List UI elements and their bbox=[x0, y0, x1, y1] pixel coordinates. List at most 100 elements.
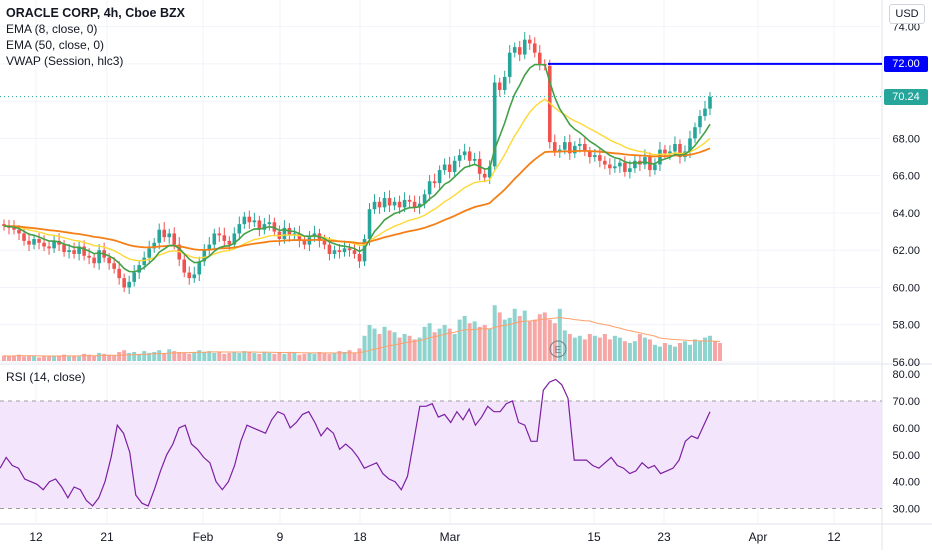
candle-body bbox=[452, 160, 457, 172]
time-tick-label: 18 bbox=[353, 530, 367, 544]
candle-body bbox=[407, 199, 412, 202]
rsi-band bbox=[0, 400, 882, 510]
candle-body bbox=[497, 82, 502, 90]
candle-body bbox=[432, 181, 437, 184]
volume-moving-average bbox=[3, 316, 721, 357]
candle-body bbox=[97, 250, 101, 264]
volume-bar bbox=[537, 314, 542, 361]
volume-bar bbox=[682, 341, 687, 361]
volume-bar bbox=[352, 352, 357, 361]
volume-bar bbox=[37, 357, 42, 361]
volume-bar bbox=[77, 356, 82, 361]
candle-body bbox=[117, 268, 121, 279]
volume-bar bbox=[477, 326, 482, 361]
candle-body bbox=[137, 265, 141, 273]
candle-body bbox=[27, 240, 31, 245]
candle-body bbox=[147, 248, 152, 258]
candle-body bbox=[92, 257, 96, 264]
candle-body bbox=[517, 47, 522, 55]
candle-body bbox=[562, 142, 567, 150]
volume-bar bbox=[262, 352, 267, 361]
price-tick-label: 64.00 bbox=[892, 208, 920, 220]
time-tick-label: 21 bbox=[100, 530, 114, 544]
volume-bar bbox=[67, 356, 72, 361]
volume-bar bbox=[87, 354, 92, 361]
volume-bar bbox=[557, 308, 562, 361]
volume-bar bbox=[512, 308, 517, 361]
volume-bar bbox=[47, 355, 52, 361]
volume-ma-line bbox=[3, 316, 721, 357]
volume-bar bbox=[347, 350, 352, 361]
volume-bar bbox=[192, 352, 197, 361]
volume-bar bbox=[117, 352, 122, 361]
candle-body bbox=[668, 151, 672, 154]
rsi-legend[interactable]: RSI (14, close) bbox=[6, 370, 86, 384]
candle-body bbox=[402, 199, 407, 208]
candle-body bbox=[162, 229, 167, 238]
candle-body bbox=[603, 160, 607, 165]
candle-body bbox=[502, 76, 507, 90]
volume-bar bbox=[322, 352, 327, 361]
candle-body bbox=[608, 164, 612, 169]
time-tick-label: Apr bbox=[749, 530, 768, 544]
candle-body bbox=[437, 170, 442, 184]
volume-bar bbox=[112, 355, 117, 361]
volume-bar bbox=[407, 335, 412, 361]
candle-body bbox=[387, 198, 392, 206]
candle-body bbox=[167, 233, 172, 238]
volume-bar bbox=[692, 339, 697, 361]
candle-body bbox=[653, 164, 657, 171]
volume-bar bbox=[342, 352, 347, 361]
candle-body bbox=[532, 43, 537, 53]
candle-body bbox=[613, 166, 617, 169]
candle-body bbox=[422, 194, 427, 204]
volume-bar bbox=[242, 351, 247, 361]
candle-body bbox=[362, 239, 367, 262]
volume-bar bbox=[307, 352, 312, 361]
price-tick-label: 56.00 bbox=[892, 357, 920, 369]
earnings-marker-icon bbox=[549, 340, 567, 358]
volume-bar bbox=[92, 355, 97, 361]
candle-body bbox=[618, 162, 622, 167]
candle-body bbox=[17, 229, 21, 234]
volume-bar bbox=[107, 354, 112, 361]
candle-body bbox=[442, 164, 447, 171]
volume-bar bbox=[522, 310, 527, 361]
candle-body bbox=[247, 216, 252, 223]
time-tick-label: 12 bbox=[29, 530, 43, 544]
volume-bar bbox=[232, 352, 237, 361]
candle-body bbox=[112, 263, 116, 269]
currency-button[interactable]: USD bbox=[889, 4, 925, 24]
rsi-overbought-oversold-band bbox=[0, 400, 882, 509]
volume-bar bbox=[247, 352, 252, 361]
candle-body bbox=[327, 244, 332, 254]
candle-body bbox=[688, 138, 692, 152]
indicator-ema50[interactable]: EMA (50, close, 0) bbox=[6, 38, 105, 52]
volume-bar bbox=[487, 328, 492, 361]
candle-body bbox=[2, 224, 6, 226]
volume-bar bbox=[297, 354, 302, 361]
horizontal-line: E bbox=[0, 62, 882, 358]
earnings-marker-letter: E bbox=[555, 345, 562, 356]
indicator-vwap[interactable]: VWAP (Session, hlc3) bbox=[6, 54, 124, 68]
volume-bar bbox=[292, 352, 297, 361]
time-tick-label: 12 bbox=[827, 530, 841, 544]
volume-bar bbox=[252, 352, 257, 361]
price-tick-label: 58.00 bbox=[892, 320, 920, 332]
candle-body bbox=[578, 144, 582, 146]
candle-body bbox=[412, 201, 417, 208]
volume-bar bbox=[362, 335, 367, 361]
candle-body bbox=[82, 246, 86, 256]
candle-body bbox=[302, 240, 307, 245]
candle-body bbox=[77, 246, 81, 254]
price-tick-label: 62.00 bbox=[892, 245, 920, 257]
symbol-title[interactable]: ORACLE CORP, 4h, Cboe BZX bbox=[6, 6, 185, 20]
volume-bar bbox=[572, 337, 577, 361]
indicator-ema8[interactable]: EMA (8, close, 0) bbox=[6, 22, 98, 36]
volume-bar bbox=[372, 328, 377, 361]
volume-bar bbox=[657, 346, 662, 361]
candle-body bbox=[172, 233, 177, 245]
candle-body bbox=[322, 240, 327, 245]
